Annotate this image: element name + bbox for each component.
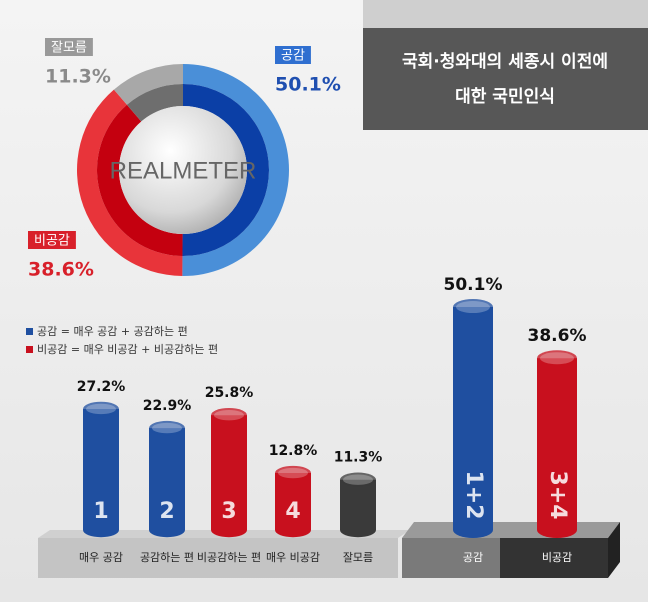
x-tick-label: 비공감 [542, 551, 572, 564]
value-label: 27.2% [77, 379, 126, 395]
bar [275, 473, 311, 538]
bar-top-highlight [456, 301, 490, 314]
title-line: 대한 국민인식 [455, 87, 555, 107]
bar [149, 428, 185, 538]
bar [453, 307, 493, 538]
bar [537, 358, 577, 538]
title-band [363, 0, 648, 28]
legend-swatch [26, 346, 33, 353]
legend-box [275, 46, 311, 64]
value-label: 50.1% [444, 275, 503, 295]
legend-swatch [26, 328, 33, 335]
value-label: 25.8% [205, 385, 254, 401]
bar-top-highlight [278, 467, 308, 479]
donut-segment-inner [182, 84, 270, 256]
platform-side [608, 522, 620, 578]
x-tick-label: 비공감하는 편 [197, 550, 261, 564]
legend-label: 공감 [281, 49, 305, 64]
x-tick-label: 매우 비공감 [266, 551, 320, 564]
value-label: 12.8% [269, 443, 318, 459]
bar-top [83, 401, 119, 417]
x-tick-label: 공감하는 편 [140, 550, 194, 564]
bar-top [275, 465, 311, 481]
bar [211, 415, 247, 538]
logo: REALMETER [110, 157, 257, 184]
x-tick-label: 공감 [463, 551, 483, 564]
bar-top [340, 472, 376, 487]
bar-top-highlight [540, 352, 574, 365]
bar-top-highlight [86, 403, 116, 415]
value-label: 50.1% [275, 74, 341, 96]
x-tick-label: 잘모름 [343, 551, 373, 564]
bar-label: 3+4 [545, 470, 570, 519]
legend-text: 공감 = 매우 공감 + 공감하는 편 [37, 324, 188, 338]
bar-top [453, 299, 493, 316]
platform-left [38, 538, 398, 578]
value-label: 11.3% [334, 450, 383, 466]
value-label: 22.9% [143, 398, 192, 414]
bar-top-highlight [214, 409, 244, 421]
legend-label: 잘모름 [51, 41, 87, 56]
donut-segment-inner [126, 84, 183, 122]
legend-box [45, 38, 93, 56]
bar-label: 3 [221, 499, 236, 524]
value-label: 38.6% [28, 259, 94, 281]
bar [83, 408, 119, 538]
legend-label: 비공감 [34, 234, 70, 249]
donut-segment-inner [97, 104, 183, 256]
platform-top [402, 522, 620, 538]
bar-label: 1+2 [461, 470, 486, 519]
bar-label: 1 [93, 499, 108, 524]
value-label: 11.3% [45, 66, 111, 88]
x-tick-label: 매우 공감 [79, 551, 123, 564]
bar-top [537, 350, 577, 367]
title-line: 국회·청와대의 세종시 이전에 [402, 51, 608, 72]
bar-top [211, 407, 247, 423]
donut [77, 64, 290, 276]
bar-top-highlight [343, 474, 373, 485]
legend-box [28, 231, 76, 249]
bar-label: 2 [159, 499, 174, 524]
platform-disagree [500, 538, 608, 578]
bar-top [149, 420, 185, 436]
value-label: 38.6% [528, 326, 587, 346]
bar-top-highlight [152, 422, 182, 434]
donut-segment [113, 64, 183, 105]
title-box [363, 28, 648, 130]
legend-text: 비공감 = 매우 비공감 + 비공감하는 편 [37, 342, 218, 356]
donut-segment [77, 89, 183, 276]
donut-segment [182, 64, 290, 276]
donut-hub [119, 106, 247, 234]
bar-label: 4 [285, 499, 300, 524]
bar [340, 479, 376, 538]
platform-agree [402, 538, 500, 578]
